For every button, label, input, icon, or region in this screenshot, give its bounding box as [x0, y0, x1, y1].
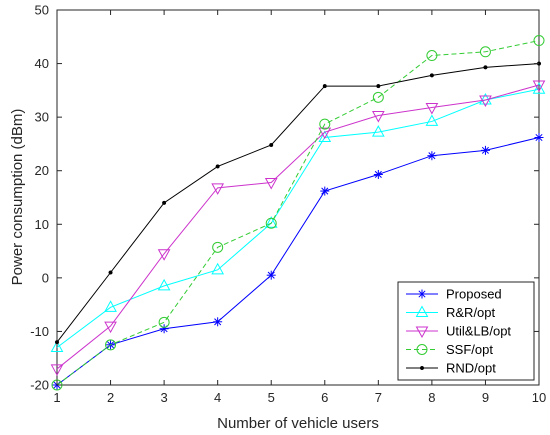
- series-util-lb-opt: [50, 80, 546, 376]
- x-axis-title: Number of vehicle users: [217, 415, 379, 432]
- legend-marker: [419, 365, 425, 371]
- data-point-rnd-opt: [54, 340, 60, 345]
- x-tick-label: 10: [532, 390, 546, 405]
- y-tick-label: -10: [30, 324, 49, 339]
- data-point-util-lb-opt: [532, 80, 546, 93]
- legend-entry-rnd-opt: RND/opt: [406, 361, 496, 376]
- data-point-util-lb-opt: [479, 95, 492, 108]
- data-point-util-lb-opt: [318, 127, 332, 140]
- data-point-ssf-opt: [319, 118, 331, 130]
- data-point-rnd-opt: [429, 73, 434, 78]
- x-tick-label: 7: [375, 390, 382, 405]
- y-tick-label: 20: [35, 163, 49, 178]
- x-tick-label: 4: [214, 390, 221, 405]
- x-tick-label: 1: [53, 390, 60, 405]
- y-tick-label: 10: [35, 217, 49, 232]
- data-point-proposed: [373, 169, 383, 179]
- data-point-rnd-opt: [376, 84, 381, 89]
- data-point-ssf-opt: [372, 91, 384, 103]
- data-point-rnd-opt: [215, 164, 220, 169]
- legend-label: RND/opt: [446, 361, 496, 376]
- data-point-rnd-opt: [483, 65, 488, 70]
- legend-marker: [415, 305, 429, 317]
- legend-entry-ssf-opt: SSF/opt: [406, 342, 493, 357]
- data-point-r-r-opt: [532, 82, 546, 94]
- data-point-r-r-opt: [211, 262, 225, 275]
- data-point-util-lb-opt: [104, 321, 117, 334]
- axis-ticks: [56, 9, 540, 386]
- series-proposed: [52, 133, 544, 390]
- data-point-r-r-opt: [371, 125, 385, 137]
- x-tick-label: 8: [428, 390, 435, 405]
- series-line-util-lb-opt: [56, 84, 540, 370]
- y-axis-title: Power consumption (dBm): [9, 109, 26, 286]
- data-point-util-lb-opt: [371, 111, 385, 123]
- data-point-rnd-opt: [108, 270, 113, 275]
- legend-entry-util-lb-opt: Util&LB/opt: [406, 324, 511, 339]
- x-tick-label: 5: [268, 390, 275, 405]
- series-r-r-opt: [50, 82, 546, 352]
- legend: Proposed R&R/opt Util&LB/opt SSF/opt RND/opt: [397, 281, 535, 381]
- data-point-ssf-opt: [158, 316, 170, 328]
- data-point-util-lb-opt: [157, 249, 171, 261]
- x-tick-label: 2: [107, 390, 114, 405]
- y-tick-label: 0: [42, 270, 49, 285]
- data-point-proposed: [427, 151, 437, 161]
- data-point-proposed: [480, 145, 490, 155]
- legend-label: SSF/opt: [446, 342, 493, 357]
- data-point-r-r-opt: [318, 130, 332, 142]
- data-point-proposed: [320, 186, 330, 196]
- data-point-ssf-opt: [265, 217, 277, 229]
- data-point-util-lb-opt: [50, 364, 64, 376]
- data-point-r-r-opt: [157, 278, 171, 291]
- legend-label: Util&LB/opt: [446, 324, 511, 339]
- series-line-rnd-opt: [56, 63, 540, 343]
- legend-entry-proposed: Proposed: [406, 287, 502, 302]
- legend-marker: [415, 326, 429, 339]
- series-line-proposed: [56, 137, 540, 386]
- x-tick-labels: 1 2 3 4 5 6 7 8 9 10: [53, 390, 546, 405]
- series-rnd-opt: [54, 61, 542, 345]
- y-tick-labels: -20 -10 0 10 20 30 40 50: [30, 3, 49, 393]
- data-point-proposed: [213, 317, 223, 327]
- x-tick-label: 9: [482, 390, 489, 405]
- data-point-ssf-opt: [533, 35, 545, 47]
- data-point-rnd-opt: [162, 200, 167, 205]
- x-tick-label: 6: [321, 390, 328, 405]
- legend-label: Proposed: [446, 287, 502, 302]
- data-point-util-lb-opt: [211, 183, 225, 195]
- legend-label: R&R/opt: [446, 305, 496, 320]
- y-tick-label: -20: [30, 378, 49, 393]
- data-point-proposed: [534, 133, 544, 142]
- data-point-ssf-opt: [212, 241, 224, 253]
- data-point-util-lb-opt: [425, 103, 439, 115]
- y-tick-label: 50: [35, 3, 49, 18]
- y-tick-label: 40: [35, 56, 49, 71]
- data-point-ssf-opt: [105, 339, 117, 351]
- series-line-ssf-opt: [56, 40, 540, 386]
- data-point-r-r-opt: [425, 114, 439, 126]
- legend-marker: [417, 289, 427, 299]
- data-point-ssf-opt: [479, 46, 491, 58]
- data-point-rnd-opt: [269, 142, 274, 148]
- data-point-r-r-opt: [104, 300, 117, 312]
- data-point-rnd-opt: [322, 84, 327, 89]
- data-point-proposed: [266, 270, 276, 280]
- y-tick-label: 30: [35, 110, 49, 125]
- legend-entry-r-r-opt: R&R/opt: [406, 305, 496, 320]
- data-point-r-r-opt: [264, 216, 278, 228]
- data-point-ssf-opt: [426, 50, 438, 62]
- data-point-r-r-opt: [50, 340, 64, 352]
- legend-marker: [416, 344, 428, 355]
- series-layer: [50, 35, 546, 391]
- data-point-util-lb-opt: [264, 178, 278, 190]
- series-line-r-r-opt: [56, 88, 540, 348]
- x-tick-label: 3: [160, 390, 167, 405]
